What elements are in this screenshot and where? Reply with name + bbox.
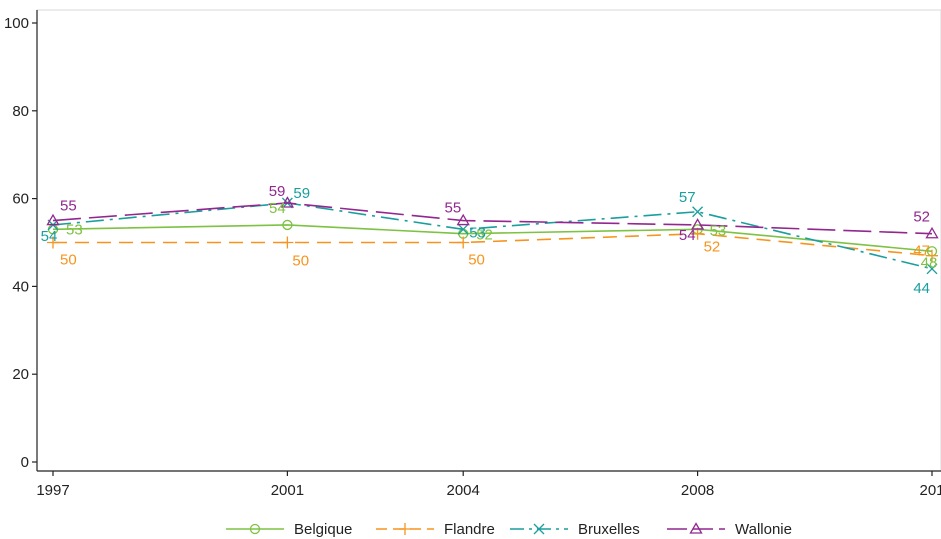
data-label: 54 xyxy=(41,228,58,245)
y-tick-label: 0 xyxy=(21,454,29,471)
x-tick-label: 2008 xyxy=(681,482,714,499)
legend-item-wallonie: Wallonie xyxy=(667,521,792,538)
legend-item-belgique: Belgique xyxy=(226,521,352,538)
data-label: 50 xyxy=(60,252,77,269)
data-label: 59 xyxy=(293,185,310,202)
data-label: 53 xyxy=(66,221,83,238)
legend: Belgique Flandre Bruxelles Wallonie xyxy=(226,521,792,538)
x-tick-label: 2001 xyxy=(271,482,304,499)
plot-area xyxy=(36,9,941,472)
legend-label: Bruxelles xyxy=(578,521,640,538)
data-label: 54 xyxy=(269,200,286,217)
data-point xyxy=(280,196,295,208)
legend-item-flandre: Flandre xyxy=(376,521,495,538)
legend-label: Wallonie xyxy=(735,521,792,538)
series-line xyxy=(52,224,933,253)
data-point xyxy=(692,206,704,218)
legend-swatch-marker xyxy=(689,522,703,534)
data-point xyxy=(457,223,469,235)
series-wallonie xyxy=(46,196,939,239)
x-tick-label: 1997 xyxy=(36,482,69,499)
series-line xyxy=(53,232,933,257)
y-tick-label: 20 xyxy=(12,366,29,383)
data-point xyxy=(281,236,294,249)
data-point xyxy=(456,213,470,226)
series-line xyxy=(52,202,933,235)
legend-swatch-marker xyxy=(249,523,261,535)
data-point xyxy=(926,263,938,275)
series-group xyxy=(46,196,939,275)
data-label: 57 xyxy=(679,189,696,206)
data-label: 52 xyxy=(913,209,930,226)
x-tick-label: 2004 xyxy=(447,482,480,499)
x-tick-label: 201 xyxy=(919,482,941,499)
legend-swatch-marker xyxy=(533,523,545,535)
data-label: 44 xyxy=(913,280,930,297)
data-point xyxy=(690,218,705,230)
data-point xyxy=(46,213,60,226)
y-tick-label: 40 xyxy=(12,278,29,295)
data-label: 48 xyxy=(921,254,938,271)
data-point xyxy=(691,227,704,240)
data-point xyxy=(457,236,470,249)
data-label: 53 xyxy=(710,222,727,239)
data-point xyxy=(282,219,293,231)
series-flandre xyxy=(47,227,938,262)
legend-label: Belgique xyxy=(294,521,352,538)
data-label: 54 xyxy=(679,227,696,244)
data-label: 55 xyxy=(60,198,77,215)
y-tick-label: 100 xyxy=(4,15,29,32)
data-label: 59 xyxy=(269,183,286,200)
data-point xyxy=(47,236,59,249)
data-label: 50 xyxy=(292,253,309,270)
legend-label: Flandre xyxy=(444,521,495,538)
data-label: 47 xyxy=(913,243,930,260)
data-label: 55 xyxy=(445,200,462,217)
data-label: 52 xyxy=(704,239,721,256)
legend-item-bruxelles: Bruxelles xyxy=(510,521,640,538)
data-label: 52 xyxy=(476,227,493,244)
data-label: 50 xyxy=(468,252,485,269)
data-point xyxy=(926,249,938,262)
legend-swatch-marker xyxy=(399,523,411,535)
data-label: 53 xyxy=(469,224,486,241)
y-tick-label: 80 xyxy=(12,103,29,120)
data-point xyxy=(925,226,939,239)
y-tick-label: 60 xyxy=(12,191,29,208)
